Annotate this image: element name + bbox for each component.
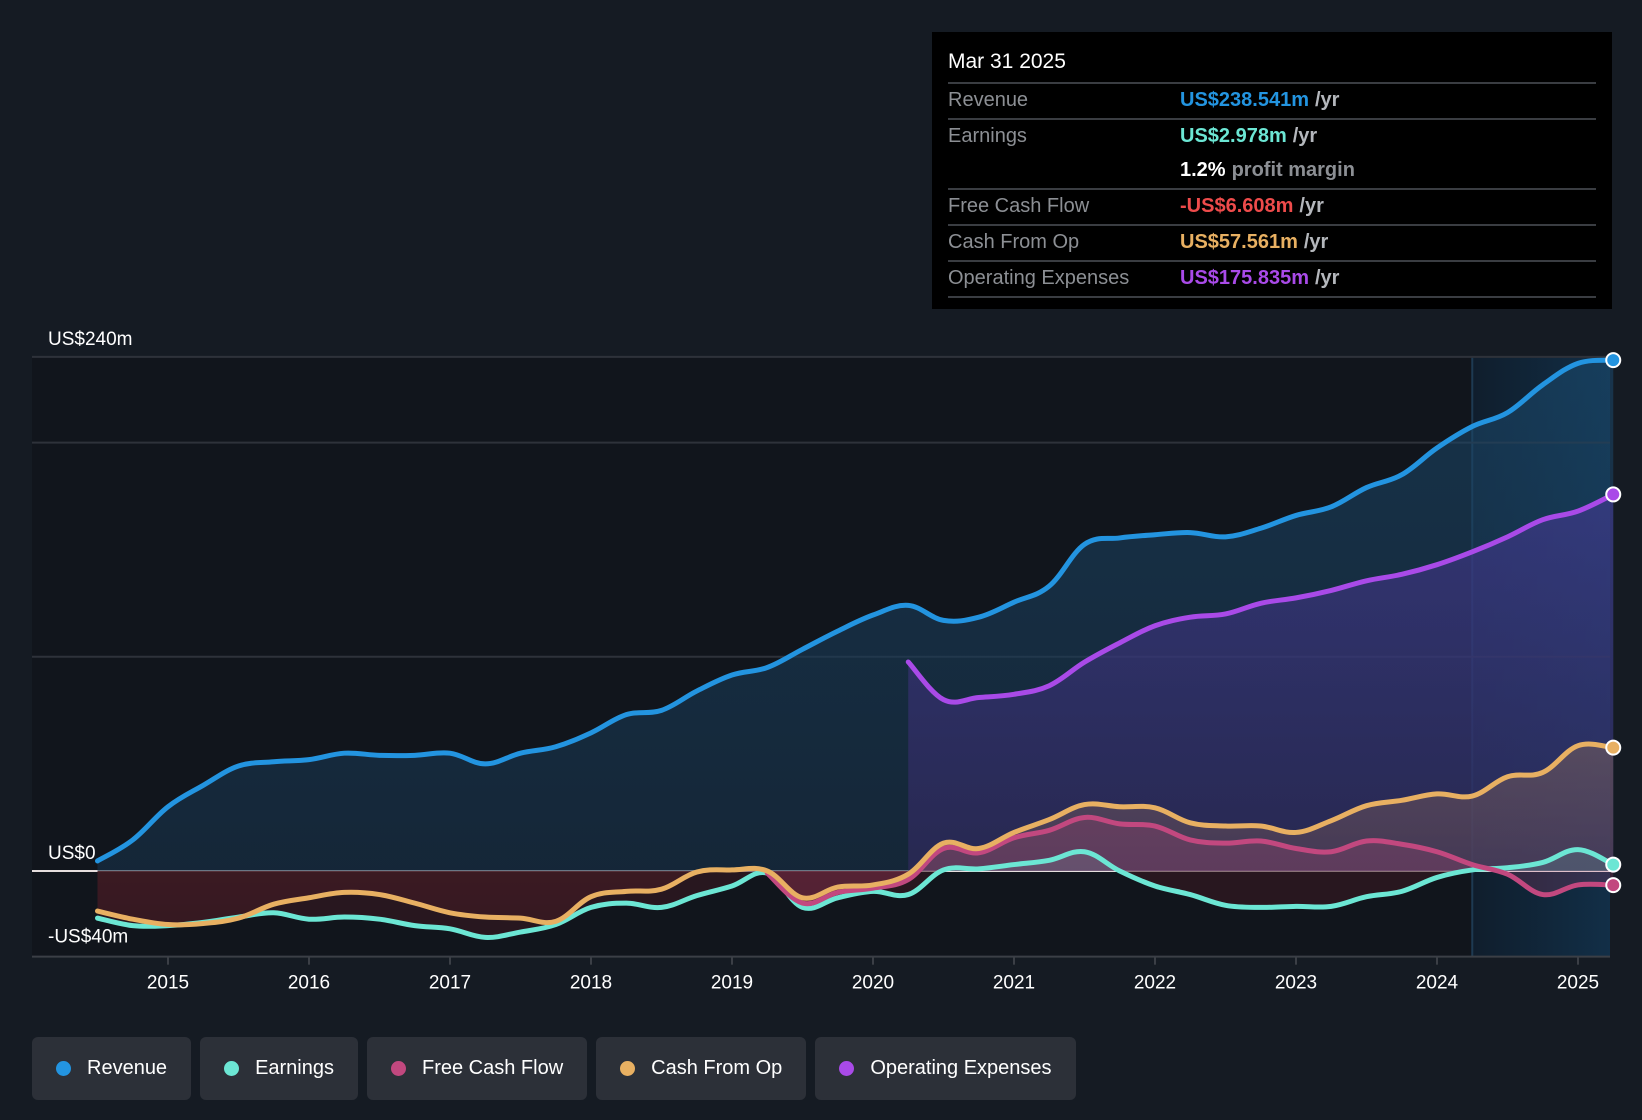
tooltip-unit: /yr <box>1314 267 1340 289</box>
tooltip-label <box>948 154 1180 188</box>
tooltip-value: -US$6.608m <box>1180 195 1294 217</box>
tooltip-unit: /yr <box>1292 125 1318 147</box>
y-axis-label: -US$40m <box>48 927 128 948</box>
tooltip-row-fcf: Free Cash Flow -US$6.608m /yr <box>948 190 1596 226</box>
earnings-line <box>95 847 1616 940</box>
tooltip-label: Revenue <box>948 89 1029 111</box>
legend-label: Revenue <box>87 1057 168 1079</box>
tooltip-unit: /yr <box>1314 89 1340 111</box>
tooltip: Mar 31 2025 Revenue US$238.541m /yr Earn… <box>932 32 1612 309</box>
legend-dot-icon <box>56 1061 71 1076</box>
revenue-line <box>95 357 1616 864</box>
legend-label: Free Cash Flow <box>422 1057 564 1079</box>
x-axis-label: 2023 <box>1275 973 1317 994</box>
profit-margin-label: profit margin <box>1231 159 1355 181</box>
tooltip-row-earnings: Earnings US$2.978m /yr <box>948 120 1596 154</box>
tooltip-label: Earnings <box>948 125 1027 147</box>
y-axis-label: US$0 <box>48 843 96 864</box>
x-axis-label: 2022 <box>1134 973 1176 994</box>
legend-revenue-button[interactable]: Revenue <box>32 1037 192 1100</box>
series-end-markers <box>1605 352 1622 894</box>
x-axis-label: 2021 <box>993 973 1035 994</box>
x-axis-label: 2016 <box>288 973 330 994</box>
tooltip-row-profit-margin: 1.2% profit margin <box>948 154 1596 190</box>
tooltip-unit: /yr <box>1303 231 1329 253</box>
fcf-end-marker <box>1605 877 1622 894</box>
tooltip-value: US$2.978m <box>1180 125 1287 147</box>
legend-cashop-button[interactable]: Cash From Op <box>596 1037 807 1100</box>
cashop-area-positive <box>97 744 1614 871</box>
x-axis-label: 2019 <box>711 973 753 994</box>
tooltip-label: Operating Expenses <box>948 267 1130 289</box>
y-axis-label: US$240m <box>48 329 133 350</box>
tooltip-row-opex: Operating Expenses US$175.835m /yr <box>948 262 1596 298</box>
tooltip-value: US$57.561m <box>1180 231 1298 253</box>
tooltip-label: Free Cash Flow <box>948 195 1090 217</box>
tooltip-row-revenue: Revenue US$238.541m /yr <box>948 84 1596 120</box>
tooltip-value: US$238.541m <box>1180 89 1309 111</box>
tooltip-label: Cash From Op <box>948 231 1080 253</box>
x-axis-label: 2015 <box>147 973 189 994</box>
tooltip-unit: /yr <box>1299 195 1324 217</box>
x-axis-label: 2017 <box>429 973 471 994</box>
legend-label: Operating Expenses <box>870 1057 1052 1079</box>
x-axis-label: 2020 <box>852 973 894 994</box>
earnings-end-marker <box>1605 856 1622 873</box>
series-areas <box>97 360 1614 938</box>
legend-earnings-button[interactable]: Earnings <box>200 1037 358 1100</box>
tooltip-value: US$175.835m <box>1180 267 1309 289</box>
fcf-line <box>764 814 1616 907</box>
cashop-line <box>95 741 1616 928</box>
fcf-area <box>767 817 1614 904</box>
legend-dot-icon <box>620 1061 636 1076</box>
legend: Revenue Earnings Free Cash Flow Cash Fro… <box>32 1037 1076 1100</box>
series-lines <box>95 357 1616 940</box>
opex-area <box>908 494 1614 871</box>
revenue-end-marker <box>1605 352 1622 369</box>
legend-label: Cash From Op <box>651 1057 783 1079</box>
earnings-area-negative <box>97 871 1614 938</box>
tooltip-date: Mar 31 2025 <box>948 46 1596 84</box>
legend-label: Earnings <box>255 1057 334 1079</box>
opex-end-marker <box>1605 486 1622 503</box>
legend-dot-icon <box>224 1061 240 1076</box>
legend-dot-icon <box>839 1061 855 1076</box>
legend-opex-button[interactable]: Operating Expenses <box>815 1037 1076 1100</box>
legend-fcf-button[interactable]: Free Cash Flow <box>367 1037 588 1100</box>
tooltip-row-cashop: Cash From Op US$57.561m /yr <box>948 226 1596 262</box>
x-axis-label: 2025 <box>1557 973 1599 994</box>
axes: US$240m US$0 -US$40m 2015 2016 2017 2018 2019 20… <box>48 329 1599 994</box>
profit-margin-value: 1.2% <box>1180 159 1226 181</box>
cashop-end-marker <box>1605 739 1622 756</box>
legend-dot-icon <box>391 1061 406 1076</box>
x-axis-label: 2018 <box>570 973 612 994</box>
x-axis-label: 2024 <box>1416 973 1459 994</box>
opex-line <box>905 491 1616 705</box>
